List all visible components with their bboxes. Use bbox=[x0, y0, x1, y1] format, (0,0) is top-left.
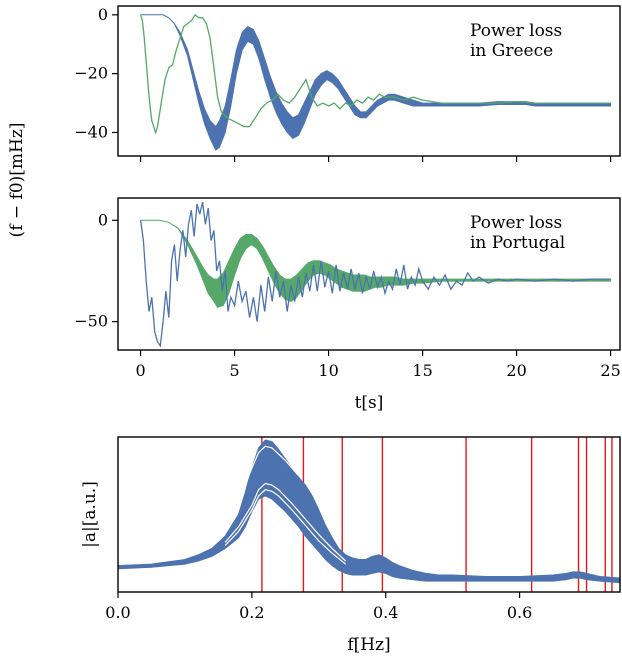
plot-area bbox=[139, 201, 612, 348]
ensemble-band bbox=[118, 439, 620, 584]
x-tick-label: 0.2 bbox=[239, 603, 264, 622]
x-tick-label: 15 bbox=[412, 361, 432, 380]
x-tick-label: 0.4 bbox=[373, 603, 398, 622]
panel-annotation: Power loss bbox=[470, 213, 562, 233]
y-tick-label: 0 bbox=[98, 5, 108, 24]
axes-frame bbox=[117, 197, 621, 351]
ensemble-inner-line bbox=[237, 445, 300, 503]
y-tick-label: −40 bbox=[74, 122, 108, 141]
y-tick-label: 0 bbox=[98, 210, 108, 229]
y-axis-label: |a|[a.u.] bbox=[80, 481, 100, 548]
ensemble-inner-line bbox=[224, 482, 347, 562]
ensemble-inner-line bbox=[224, 489, 346, 565]
panel-annotation: Power loss bbox=[470, 21, 562, 41]
x-axis-label: f[Hz] bbox=[347, 635, 390, 655]
y-tick-label: −20 bbox=[74, 64, 108, 83]
x-tick-label: 10 bbox=[318, 361, 338, 380]
x-tick-label: 0.6 bbox=[507, 603, 532, 622]
panel-spectrum: 0.0 0.2 0.4 0.6 f[Hz] |a|[a.u.] bbox=[80, 436, 621, 655]
x-tick-label: 0 bbox=[135, 361, 145, 380]
panel-annotation: in Greece bbox=[470, 41, 553, 61]
panel-annotation: in Portugal bbox=[470, 233, 565, 253]
x-tick-label: 20 bbox=[506, 361, 526, 380]
shared-y-axis-label: (f − f0)[mHz] bbox=[7, 123, 27, 238]
single-trajectory-line bbox=[139, 201, 611, 348]
axes-frame bbox=[117, 5, 621, 157]
x-tick-label: 25 bbox=[600, 361, 620, 380]
plot-area bbox=[118, 437, 620, 592]
ensemble-band bbox=[140, 219, 612, 309]
plot-area bbox=[139, 13, 612, 151]
x-tick-label: 5 bbox=[229, 361, 239, 380]
axes-frame bbox=[117, 436, 621, 593]
single-trajectory-line bbox=[139, 13, 611, 135]
ensemble-band bbox=[140, 14, 612, 151]
x-tick-label: 0.0 bbox=[105, 603, 130, 622]
y-tick-label: −50 bbox=[74, 312, 108, 331]
x-axis-label: t[s] bbox=[355, 393, 384, 413]
